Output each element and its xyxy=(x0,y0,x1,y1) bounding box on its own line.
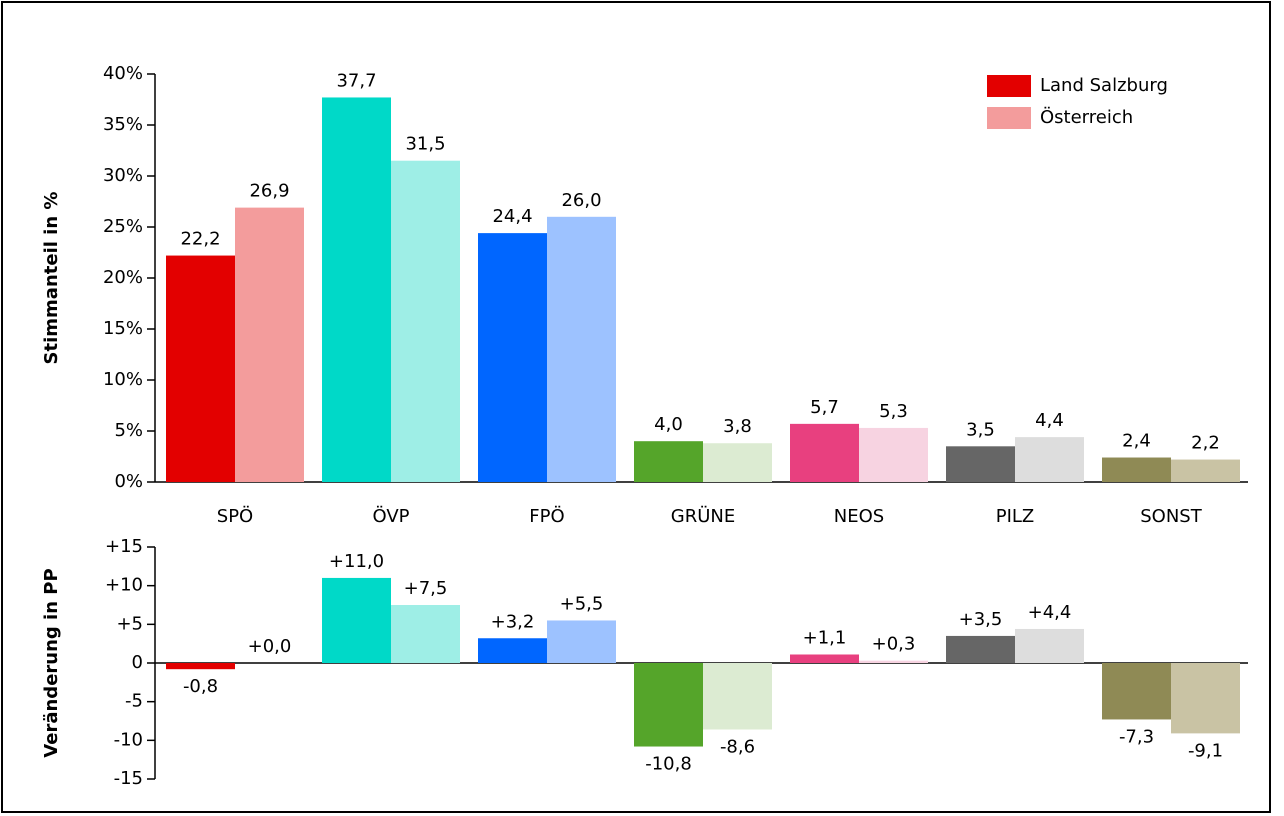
bar xyxy=(946,446,1015,482)
value-label: +7,5 xyxy=(404,578,448,599)
y-tick-label: 0% xyxy=(114,471,143,492)
bar xyxy=(322,97,391,483)
y-tick-label: +5 xyxy=(116,613,143,634)
y-axis-label: Stimmanteil in % xyxy=(41,192,62,365)
value-label: +3,2 xyxy=(491,611,535,632)
value-label: 31,5 xyxy=(405,134,445,155)
value-label: +3,5 xyxy=(959,609,1003,630)
bar xyxy=(1102,663,1171,720)
y-tick-label: -15 xyxy=(114,768,143,789)
y-tick-label: 25% xyxy=(103,216,143,237)
x-tick-label: ÖVP xyxy=(372,505,409,527)
y-tick-label: +10 xyxy=(105,575,143,596)
x-tick-label: NEOS xyxy=(834,506,884,527)
value-label: 24,4 xyxy=(492,206,532,227)
bar xyxy=(859,427,928,482)
x-tick-label: SONST xyxy=(1140,506,1202,527)
bar xyxy=(1102,457,1171,482)
x-tick-label: FPÖ xyxy=(529,505,564,527)
y-tick-label: 40% xyxy=(103,63,143,84)
bar xyxy=(391,160,460,482)
bar xyxy=(1171,459,1240,482)
y-tick-label: 20% xyxy=(103,267,143,288)
value-label: +0,0 xyxy=(248,636,292,657)
y-tick-label: 30% xyxy=(103,165,143,186)
bar xyxy=(634,441,703,482)
bar xyxy=(547,620,616,663)
y-axis-label: Veränderung in PP xyxy=(41,568,62,757)
bar xyxy=(703,443,772,482)
value-label: -8,6 xyxy=(720,737,755,758)
bar xyxy=(322,577,391,663)
value-label: 5,7 xyxy=(810,397,839,418)
bar xyxy=(634,663,703,747)
value-label: 2,4 xyxy=(1122,431,1151,452)
y-tick-label: 15% xyxy=(103,318,143,339)
value-label: -7,3 xyxy=(1119,726,1154,747)
value-label: +0,3 xyxy=(872,634,916,655)
bar xyxy=(478,233,547,482)
bar xyxy=(859,660,928,663)
y-tick-label: -5 xyxy=(125,691,143,712)
value-label: -10,8 xyxy=(645,754,692,775)
value-label: 2,2 xyxy=(1191,433,1220,454)
bar xyxy=(703,663,772,730)
value-label: 37,7 xyxy=(336,70,376,91)
x-tick-label: PILZ xyxy=(996,506,1035,527)
bar xyxy=(1171,663,1240,734)
value-label: +1,1 xyxy=(803,627,847,648)
x-tick-label: SPÖ xyxy=(217,505,253,527)
legend-swatch xyxy=(987,107,1031,129)
y-tick-label: 0 xyxy=(132,652,143,673)
y-tick-label: +15 xyxy=(105,536,143,557)
bar xyxy=(946,635,1015,663)
value-label: +5,5 xyxy=(560,593,604,614)
value-label: 4,0 xyxy=(654,414,683,435)
bar xyxy=(1015,437,1084,482)
bar xyxy=(1015,628,1084,663)
bar xyxy=(790,654,859,663)
value-label: +11,0 xyxy=(329,551,384,572)
value-label: 4,4 xyxy=(1035,410,1064,431)
y-tick-label: 35% xyxy=(103,114,143,135)
value-label: 3,5 xyxy=(966,419,995,440)
value-label: +4,4 xyxy=(1028,602,1072,623)
legend-label: Land Salzburg xyxy=(1040,75,1168,96)
bar xyxy=(391,605,460,663)
y-tick-label: 10% xyxy=(103,369,143,390)
value-label: 26,9 xyxy=(249,181,289,202)
value-label: 5,3 xyxy=(879,401,908,422)
y-tick-label: 5% xyxy=(114,420,143,441)
x-tick-label: GRÜNE xyxy=(671,505,735,527)
legend-swatch xyxy=(987,75,1031,97)
bar xyxy=(166,663,235,670)
value-label: 22,2 xyxy=(180,229,220,250)
legend-label: Österreich xyxy=(1040,106,1133,128)
bar xyxy=(478,638,547,663)
bar xyxy=(235,207,304,482)
bar xyxy=(166,255,235,482)
value-label: 3,8 xyxy=(723,416,752,437)
bar xyxy=(790,423,859,482)
value-label: 26,0 xyxy=(561,190,601,211)
y-tick-label: -10 xyxy=(114,729,143,750)
bar xyxy=(547,216,616,483)
value-label: -0,8 xyxy=(183,676,218,697)
value-label: -9,1 xyxy=(1188,740,1223,761)
